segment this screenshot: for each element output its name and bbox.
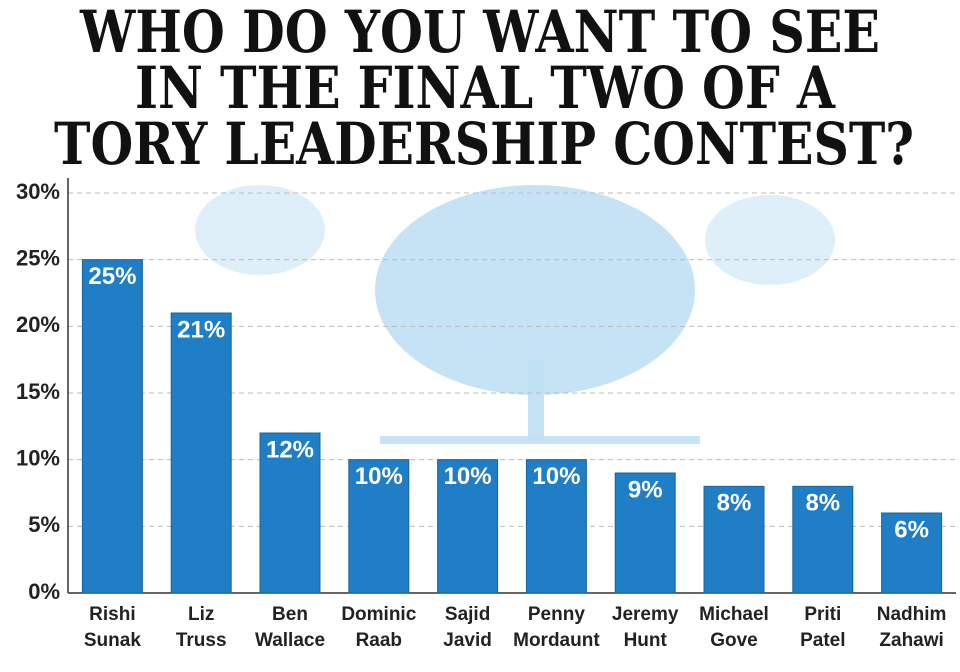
x-tick-label: Liz Truss (176, 604, 227, 651)
bar (348, 459, 410, 594)
x-tick-label: Priti Patel (800, 604, 845, 651)
y-tick-label: 30% (16, 179, 60, 204)
bar (792, 485, 854, 594)
x-tick-label: Michael Gove (699, 604, 769, 651)
x-tick-label: Sajid Javid (443, 604, 492, 651)
x-tick-label: Jeremy Hunt (612, 604, 679, 651)
bar (170, 312, 232, 594)
bar (437, 459, 499, 594)
x-tick-label: Penny Mordaunt (513, 604, 600, 651)
bar (881, 512, 943, 594)
x-tick-label: Ben Wallace (255, 604, 325, 651)
y-tick-label: 5% (28, 512, 60, 537)
x-tick-label: Nadhim Zahawi (877, 604, 947, 651)
bar (259, 432, 321, 594)
value-label: 12% (266, 436, 314, 463)
y-tick-label: 10% (16, 445, 60, 470)
value-label: 8% (717, 490, 752, 517)
y-tick-label: 0% (28, 579, 60, 604)
bar (525, 459, 587, 594)
bar (81, 259, 143, 594)
value-label: 10% (444, 463, 492, 490)
y-tick-label: 20% (16, 312, 60, 337)
bar (614, 472, 676, 594)
y-tick-label: 25% (16, 245, 60, 270)
watermark (195, 185, 835, 444)
value-label: 6% (894, 516, 929, 543)
value-label: 10% (532, 463, 580, 490)
value-label: 10% (355, 463, 403, 490)
chart-title: TORY LEADERSHIP CONTEST? (54, 110, 914, 178)
x-tick-label: Dominic Raab (341, 604, 416, 651)
value-label: 8% (805, 490, 840, 517)
chart-title: WHO DO YOU WANT TO SEE (79, 0, 880, 66)
value-label: 9% (628, 476, 663, 503)
chart-title: IN THE FINAL TWO OF A (135, 54, 836, 122)
value-label: 21% (177, 316, 225, 343)
bar (703, 485, 765, 594)
x-tick-label: Rishi Sunak (84, 604, 141, 651)
value-label: 25% (88, 263, 136, 290)
y-tick-label: 15% (16, 379, 60, 404)
